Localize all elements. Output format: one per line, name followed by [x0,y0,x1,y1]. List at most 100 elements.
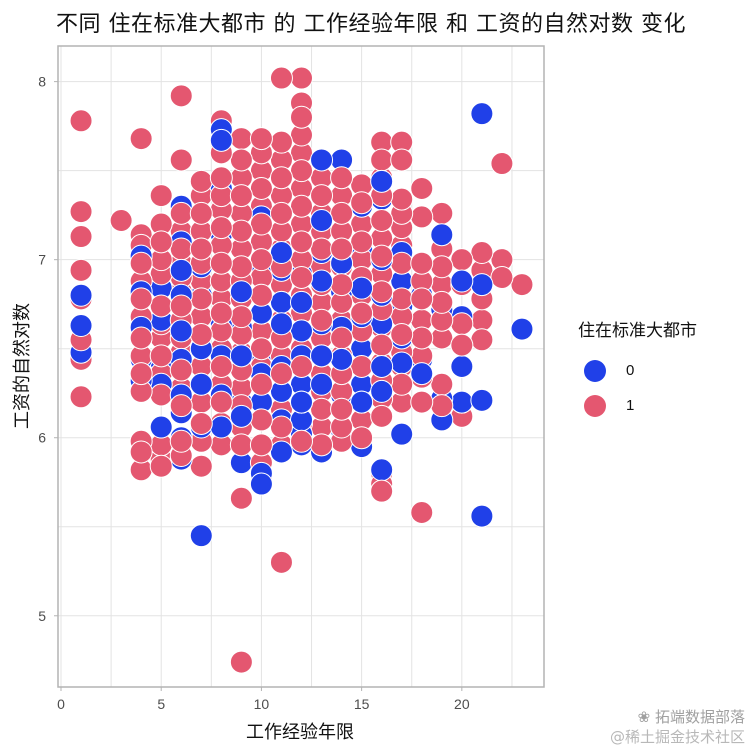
data-point-group-1 [269,362,293,386]
data-point-group-1 [269,201,293,225]
data-point-group-0 [350,390,374,414]
data-point-group-1 [129,251,153,275]
data-point-group-1 [370,208,394,232]
data-point-group-1 [330,201,354,225]
data-point-group-0 [189,372,213,396]
x-tick-label: 20 [454,696,470,712]
data-point-group-1 [189,322,213,346]
data-point-group-1 [390,187,414,211]
data-point-group-1 [189,454,213,478]
data-point-group-1 [330,273,354,297]
legend-key-circle-icon [584,359,606,382]
data-point-group-1 [269,130,293,154]
data-point-group-1 [129,127,153,151]
data-point-group-1 [229,219,253,243]
data-point-group-1 [430,394,454,418]
data-point-group-0 [290,290,314,314]
data-point-group-1 [370,244,394,268]
data-point-group-1 [209,390,233,414]
x-tick-label: 0 [57,696,65,712]
data-point-group-0 [370,458,394,482]
data-point-group-1 [290,230,314,254]
data-point-group-1 [430,290,454,314]
data-point-group-1 [189,169,213,193]
data-point-group-1 [410,176,434,200]
data-point-group-0 [450,390,474,414]
data-point-group-0 [470,273,494,297]
data-point-group-1 [390,148,414,172]
legend-item-0: 0 [578,353,697,388]
data-point-group-1 [209,251,233,275]
data-point-group-1 [149,184,173,208]
data-point-group-1 [430,255,454,279]
data-point-group-1 [350,301,374,325]
data-point-group-1 [229,486,253,510]
data-point-group-0 [290,319,314,343]
wechat-icon: ❀ [637,708,655,726]
data-point-group-1 [209,301,233,325]
data-point-group-1 [169,237,193,261]
data-point-group-0 [470,388,494,412]
data-point-group-0 [330,347,354,371]
data-point-group-0 [229,344,253,368]
x-tick-label: 10 [254,696,270,712]
data-point-group-1 [229,433,253,457]
y-tick-label: 8 [38,74,46,90]
data-point-group-1 [169,201,193,225]
data-point-group-1 [269,550,293,574]
x-tick-label: 15 [354,696,370,712]
legend-title: 住在标准大都市 [578,321,697,341]
data-point-group-1 [390,287,414,311]
data-point-group-1 [370,148,394,172]
x-axis-title: 工作经验年限 [246,722,354,743]
data-point-group-1 [350,355,374,378]
y-tick-label: 7 [38,252,46,268]
y-axis-title: 工资的自然对数 [12,303,33,429]
x-tick-label: 5 [157,696,165,712]
y-tick-label: 6 [38,430,46,446]
data-point-group-1 [269,166,293,190]
data-points [69,66,534,674]
data-point-group-1 [169,148,193,172]
data-point-group-1 [129,362,153,386]
data-point-group-0 [149,415,173,439]
data-point-group-1 [229,650,253,674]
data-point-group-1 [450,248,474,272]
watermark: ❀ 拓端数据部落 @稀土掘金技术社区 [610,707,745,747]
data-point-group-1 [310,433,334,457]
data-point-group-1 [169,294,193,318]
data-point-group-0 [390,351,414,375]
data-point-group-1 [470,328,494,352]
data-point-group-0 [370,379,394,403]
data-point-group-1 [69,109,93,133]
data-point-group-0 [269,440,293,464]
data-point-group-0 [269,312,293,336]
data-point-group-1 [290,159,314,183]
data-point-group-1 [450,333,474,357]
watermark-source: ❀ 拓端数据部落 [637,708,745,726]
data-point-group-0 [370,169,394,193]
data-point-group-1 [290,265,314,289]
data-point-group-1 [229,305,253,329]
data-point-group-1 [350,426,374,450]
data-point-group-0 [269,290,293,314]
data-point-group-1 [430,201,454,225]
data-point-group-1 [209,166,233,190]
data-point-group-1 [249,212,273,236]
data-point-group-1 [189,287,213,311]
chart-title: 不同 住在标准大都市 的 工作经验年限 和 工资的自然对数 变化 [56,12,686,37]
data-point-group-0 [350,276,374,300]
data-point-group-1 [109,208,133,232]
data-point-group-1 [229,255,253,279]
data-point-group-1 [249,433,273,457]
legend: 住在标准大都市 0 1 [578,316,697,423]
data-point-group-1 [169,394,193,418]
data-point-group-1 [290,105,314,129]
data-point-group-1 [249,337,273,361]
data-point-group-0 [169,319,193,343]
data-point-group-1 [330,397,354,421]
data-point-group-1 [229,184,253,208]
data-point-group-1 [330,237,354,261]
data-point-group-1 [410,326,434,350]
data-point-group-1 [470,308,494,332]
